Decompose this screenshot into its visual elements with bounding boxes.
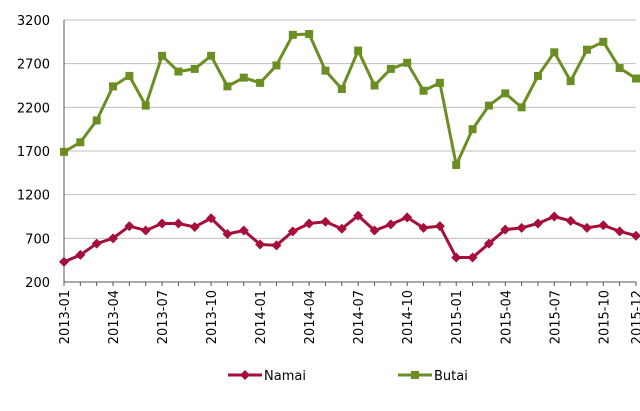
point: [532, 218, 543, 229]
point: [483, 238, 494, 249]
point: [336, 223, 347, 234]
series-line: [63, 32, 637, 170]
y-tick-label: 1700: [17, 145, 50, 160]
point: [304, 218, 315, 229]
point: [255, 239, 266, 250]
x-tick-label: 2015-07: [548, 290, 563, 344]
x-tick-label: 2015-04: [499, 290, 514, 344]
point: [419, 86, 428, 95]
legend-marker: [411, 371, 419, 379]
point: [238, 225, 249, 236]
point: [158, 51, 167, 60]
point: [631, 230, 640, 241]
point: [582, 45, 591, 54]
point: [435, 78, 444, 87]
point: [141, 101, 150, 110]
y-tick-label: 1200: [17, 189, 50, 204]
point: [599, 37, 608, 46]
y-tick-label: 2700: [17, 58, 50, 73]
point: [174, 67, 183, 76]
point: [517, 103, 526, 112]
point: [272, 61, 281, 70]
point: [549, 211, 560, 222]
x-tick-label: 2015-12: [630, 290, 640, 344]
point: [125, 71, 134, 80]
point: [452, 160, 461, 169]
point: [288, 30, 297, 39]
point: [109, 82, 118, 91]
point: [353, 210, 364, 221]
y-tick-label: 200: [25, 276, 50, 291]
point: [173, 218, 184, 229]
point: [59, 256, 69, 267]
x-tick-label: 2014-07: [352, 290, 367, 344]
point: [320, 216, 331, 227]
point: [287, 226, 298, 237]
x-tick-label: 2013-04: [107, 290, 122, 344]
point: [386, 64, 395, 73]
x-tick-label: 2013-10: [205, 290, 220, 344]
x-tick-label: 2015-10: [597, 290, 612, 344]
point: [500, 224, 511, 235]
point: [434, 221, 445, 232]
point: [91, 238, 102, 249]
point: [369, 225, 380, 236]
point: [403, 58, 412, 67]
point: [190, 64, 199, 73]
point: [157, 218, 168, 229]
point: [632, 74, 640, 83]
point: [614, 226, 625, 237]
point: [615, 64, 624, 73]
point: [60, 147, 68, 156]
point: [451, 252, 462, 263]
point: [402, 212, 413, 223]
point: [92, 116, 101, 125]
x-tick-label: 2014-10: [401, 290, 416, 344]
point: [533, 71, 542, 80]
point: [305, 29, 314, 38]
legend-label: Namai: [264, 369, 306, 384]
x-tick-label: 2013-07: [156, 290, 171, 344]
x-tick-label: 2014-01: [254, 290, 269, 344]
x-tick-label: 2013-01: [58, 290, 73, 344]
y-tick-label: 2200: [17, 101, 50, 116]
point: [124, 221, 135, 232]
point: [566, 77, 575, 86]
point: [223, 82, 232, 91]
point: [239, 73, 248, 82]
point: [484, 101, 493, 110]
point: [516, 222, 527, 233]
point: [75, 249, 86, 260]
point: [337, 84, 346, 93]
point: [140, 225, 151, 236]
y-tick-label: 3200: [17, 14, 50, 29]
legend-marker: [240, 370, 250, 380]
point: [189, 221, 200, 232]
point: [468, 125, 477, 134]
point: [271, 240, 282, 251]
x-tick-label: 2015-01: [450, 290, 465, 344]
x-tick-label: 2014-04: [303, 290, 318, 344]
point: [598, 220, 609, 231]
point: [418, 222, 429, 233]
point: [385, 219, 396, 230]
point: [108, 233, 119, 244]
legend-label: Butai: [434, 369, 468, 384]
point: [370, 81, 379, 90]
y-tick-label: 700: [25, 232, 50, 247]
point: [206, 213, 217, 224]
point: [467, 252, 478, 263]
point: [321, 66, 330, 75]
point: [76, 138, 85, 147]
point: [565, 215, 576, 226]
point: [207, 51, 216, 60]
point: [256, 78, 265, 87]
point: [550, 48, 559, 57]
point: [501, 89, 510, 98]
point: [354, 46, 363, 55]
point: [581, 222, 592, 233]
point: [222, 228, 233, 239]
